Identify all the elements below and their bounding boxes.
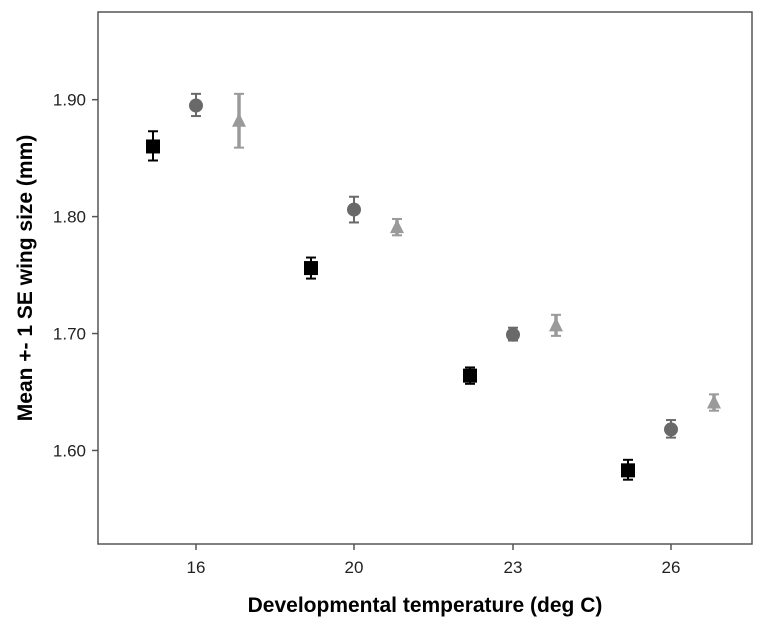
data-point-triangle (232, 112, 246, 127)
y-axis: 1.60 1.70 1.80 1.90 (53, 91, 98, 460)
series-circle (189, 92, 678, 439)
data-point-square (463, 368, 477, 383)
data-series (146, 92, 721, 481)
data-point-square (621, 463, 635, 478)
data-point-circle (506, 327, 520, 342)
data-point-circle (664, 422, 678, 437)
y-axis-title: Mean +- 1 SE wing size (mm) (14, 135, 37, 421)
x-tick-label: 20 (345, 558, 364, 577)
y-tick-label: 1.90 (53, 91, 86, 110)
y-tick-label: 1.80 (53, 208, 86, 227)
x-tick-label: 26 (662, 558, 681, 577)
x-axis-title: Developmental temperature (deg C) (248, 594, 603, 617)
x-tick-label: 23 (504, 558, 523, 577)
data-point-square (304, 261, 318, 276)
data-point-triangle (707, 394, 721, 409)
data-point-circle (189, 98, 203, 113)
data-point-triangle (390, 219, 404, 234)
series-triangle (232, 92, 721, 412)
x-axis: 16 20 23 26 (187, 544, 681, 577)
x-tick-label: 16 (187, 558, 206, 577)
data-point-circle (347, 202, 361, 217)
plot-area (97, 11, 753, 545)
y-tick-label: 1.60 (53, 441, 86, 460)
data-point-square (146, 139, 160, 154)
data-point-triangle (549, 317, 563, 332)
series-square (146, 130, 635, 481)
y-tick-label: 1.70 (53, 325, 86, 344)
